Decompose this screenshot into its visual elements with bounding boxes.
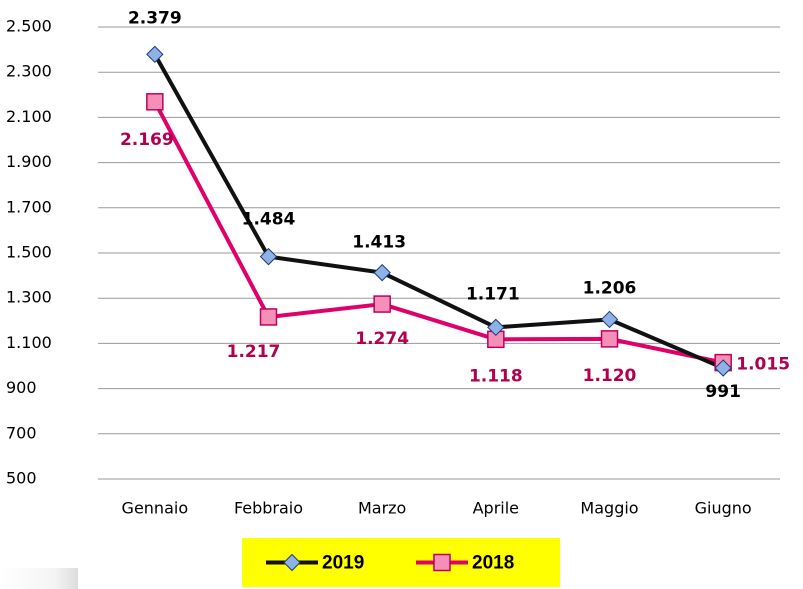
legend-label: 2019	[322, 553, 364, 574]
marker	[600, 330, 619, 348]
legend-marker	[433, 553, 451, 572]
marker	[283, 553, 301, 572]
marker	[146, 93, 164, 111]
marker	[487, 318, 505, 337]
marker	[146, 45, 164, 64]
data-label: 1.484	[242, 210, 296, 230]
y-tick-label: 1.500	[6, 243, 52, 262]
data-label: 1.274	[355, 329, 409, 349]
data-label: 991	[705, 382, 741, 402]
marker	[373, 263, 391, 282]
y-tick-label: 500	[6, 469, 37, 488]
y-tick-label: 1.900	[6, 152, 52, 171]
series-line	[153, 53, 724, 370]
marker	[259, 247, 278, 266]
marker	[600, 310, 619, 329]
decoration	[0, 568, 78, 589]
data-label: 1.206	[583, 278, 637, 298]
marker	[373, 295, 391, 313]
marker	[259, 308, 278, 326]
y-tick-label: 1.100	[6, 333, 52, 352]
legend-label: 2018	[472, 553, 514, 574]
x-tick-label: Maggio	[580, 499, 638, 518]
data-label: 1.413	[352, 233, 406, 253]
data-label: 2.379	[128, 8, 182, 28]
x-tick-label: Marzo	[358, 499, 406, 518]
y-tick-label: 2.500	[6, 17, 52, 36]
y-tick-label: 700	[6, 423, 37, 442]
data-label: 1.118	[469, 366, 523, 386]
y-tick-label: 2.300	[6, 62, 52, 81]
x-tick-label: Gennaio	[122, 499, 189, 518]
x-tick-label: Giugno	[695, 499, 752, 518]
y-tick-label: 2.100	[6, 107, 52, 126]
y-tick-label: 1.700	[6, 197, 52, 216]
marker	[433, 553, 451, 572]
data-label: 1.015	[736, 355, 790, 375]
marker	[714, 359, 732, 377]
data-label: 1.120	[583, 366, 637, 386]
series-line	[153, 100, 724, 365]
y-tick-label: 1.300	[6, 288, 52, 307]
data-label: 1.171	[466, 284, 520, 304]
x-tick-label: Aprile	[473, 499, 519, 518]
x-tick-label: Febbraio	[234, 499, 303, 518]
data-label: 2.169	[120, 130, 174, 150]
legend-marker	[283, 553, 301, 572]
data-label: 1.217	[227, 342, 281, 362]
y-tick-label: 900	[6, 378, 37, 397]
